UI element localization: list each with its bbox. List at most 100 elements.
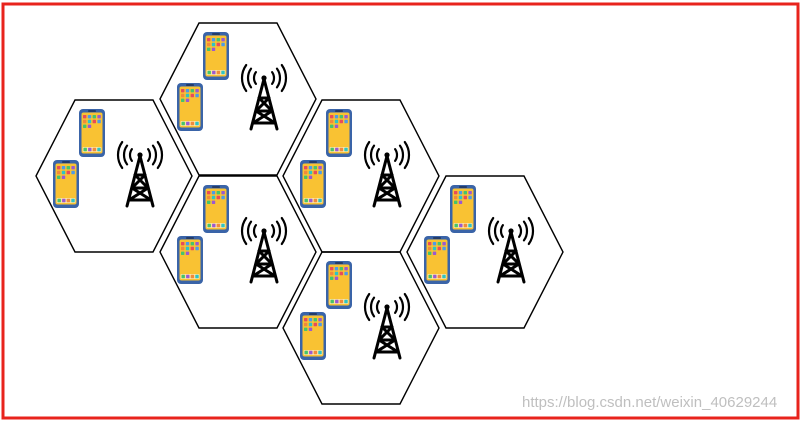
app-icon <box>216 195 220 200</box>
signal-arc-left <box>499 224 505 238</box>
smartphone-icon <box>326 109 352 157</box>
app-icon <box>339 271 343 276</box>
app-icon <box>318 318 322 322</box>
signal-arc-left <box>375 148 381 162</box>
app-icon <box>318 170 322 175</box>
app-icon <box>334 115 339 119</box>
phone-screen <box>302 163 324 205</box>
tower-legs <box>249 77 279 131</box>
app-icon <box>195 93 199 98</box>
cell-tower-icon <box>363 140 411 208</box>
app-icon <box>87 119 92 124</box>
app-icon <box>313 322 317 327</box>
signal-arc-left <box>246 220 253 242</box>
app-icon <box>195 246 199 251</box>
hexagon-cell <box>282 251 440 405</box>
app-icon <box>334 271 339 276</box>
signal-arc-left <box>363 292 371 322</box>
signal-arc-right <box>275 67 282 89</box>
phone-screen <box>55 163 77 205</box>
signal-arc-left <box>487 216 495 246</box>
dock-app-icon <box>207 223 211 228</box>
signal-arc-left <box>116 140 124 170</box>
dock-bar <box>303 198 323 203</box>
smartphone-icon <box>203 32 229 80</box>
app-icon <box>308 170 313 175</box>
cell-center <box>159 175 317 329</box>
tower-legs <box>372 154 402 208</box>
app-icon <box>428 242 432 246</box>
dock-app-icon <box>97 147 101 152</box>
signal-arc-left <box>252 71 258 85</box>
app-icon <box>83 119 87 124</box>
smartphone-icon <box>326 261 352 309</box>
phone-dock <box>303 198 323 203</box>
app-icon <box>207 42 211 47</box>
dock-app-icon <box>216 223 221 228</box>
signal-arc-right <box>146 148 152 162</box>
phone-dock <box>303 350 323 355</box>
dock-app-icon <box>318 350 322 355</box>
signal-arc-right <box>275 220 282 242</box>
phone-notch <box>335 110 343 112</box>
app-icon <box>61 166 66 170</box>
app-icon <box>437 242 441 246</box>
tower-legs <box>372 306 402 360</box>
app-icon <box>304 322 308 327</box>
signal-arc-left <box>493 220 500 242</box>
app-icon <box>308 175 313 179</box>
app-icon <box>344 267 348 271</box>
app-icon <box>468 191 472 195</box>
phone-screen <box>452 188 474 230</box>
app-icon <box>339 267 343 271</box>
app-icon <box>185 98 190 102</box>
dock-app-icon <box>428 274 432 279</box>
signal-arc-right <box>393 300 399 314</box>
dock-app-icon <box>221 223 225 228</box>
app-icon <box>221 38 225 42</box>
cell-tower-icon <box>240 63 288 131</box>
hexagon-cell <box>406 175 564 329</box>
app-icon <box>83 124 87 128</box>
dock-app-icon <box>186 274 190 279</box>
dock-app-icon <box>66 198 71 203</box>
app-icon <box>308 327 313 331</box>
phone-dock <box>82 147 102 152</box>
app-icon <box>211 47 216 51</box>
app-icon <box>61 175 66 179</box>
phone-dock <box>453 223 473 228</box>
dock-bar <box>427 274 447 279</box>
signal-waves <box>363 140 411 170</box>
dock-app-icon <box>304 350 308 355</box>
dock-app-icon <box>309 198 313 203</box>
signal-arc-left <box>369 144 376 166</box>
app-icon <box>454 195 458 200</box>
app-icon <box>92 119 96 124</box>
signal-arc-right <box>280 63 288 93</box>
phone-notch <box>309 161 317 163</box>
app-icon <box>304 170 308 175</box>
tower-bracing <box>374 173 400 202</box>
app-icon <box>308 322 313 327</box>
phone-dock <box>180 274 200 279</box>
app-icon <box>181 93 185 98</box>
signal-arc-right <box>393 148 399 162</box>
dock-app-icon <box>339 299 344 304</box>
phone-screen <box>179 239 201 281</box>
dock-app-icon <box>57 198 61 203</box>
app-icon <box>468 195 472 200</box>
app-icon <box>458 191 463 195</box>
app-icon <box>87 124 92 128</box>
app-icon <box>432 246 437 251</box>
dock-app-icon <box>309 350 313 355</box>
app-icon <box>216 38 220 42</box>
dock-app-icon <box>190 121 195 126</box>
tower-bracing <box>498 249 524 278</box>
dock-app-icon <box>442 274 446 279</box>
app-icon <box>339 115 343 119</box>
phone-dock <box>329 299 349 304</box>
dock-app-icon <box>433 274 437 279</box>
phone-notch <box>433 237 441 239</box>
app-icon <box>190 89 194 93</box>
tower-bracing <box>251 249 277 278</box>
